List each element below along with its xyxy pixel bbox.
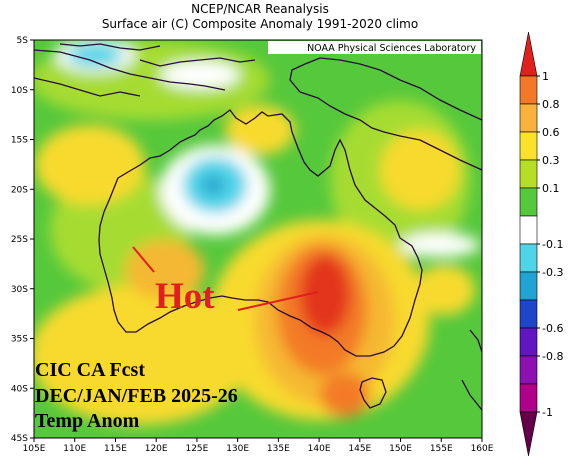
lat-label: 45S [11, 434, 28, 444]
colorbar-label: 0.8 [542, 98, 560, 111]
lat-label: 25S [11, 235, 28, 245]
lon-label: 130E [226, 444, 249, 454]
lon-label: 150E [389, 444, 412, 454]
lon-label: 160E [471, 444, 494, 454]
field-orange-tasmania [320, 373, 370, 417]
coastline-new-guinea [289, 57, 482, 171]
colorbar-bottom-arrow [519, 411, 538, 457]
lat-label: 20S [11, 185, 28, 195]
colorbar-label: -0.3 [542, 266, 563, 279]
latitude-axis: 5S 10S 15S 20S 25S 30S 35S 40S 45S [11, 36, 34, 444]
coastlines [34, 43, 482, 411]
colorbar-label: -1 [542, 406, 553, 419]
field-yellow-top [225, 105, 295, 155]
colorbar-segment [519, 215, 538, 245]
lon-label: 125E [185, 444, 208, 454]
hot-arrow-east [237, 291, 319, 311]
colorbar-segment [519, 243, 538, 273]
coastline-new-zealand [461, 329, 482, 411]
colorbar-segment [519, 75, 538, 105]
lat-label: 5S [17, 36, 29, 46]
colorbar-label: 0.3 [542, 154, 560, 167]
colorbar-segment [519, 383, 538, 413]
field-red-core [300, 255, 350, 335]
colorbar-label: -0.6 [542, 322, 563, 335]
lon-label: 145E [348, 444, 371, 454]
chart-title-line1: NCEP/NCAR Reanalysis [191, 2, 329, 16]
lon-label: 140E [308, 444, 331, 454]
chart-title-line2: Surface air (C) Composite Anomaly 1991-2… [101, 17, 419, 31]
colorbar-label: -0.1 [542, 238, 563, 251]
lat-label: 15S [11, 136, 28, 146]
field-yellow-sw [34, 285, 250, 425]
colorbar-segment [519, 271, 538, 301]
colorbar-label: 1 [542, 70, 549, 83]
colorbar-segment [519, 103, 538, 133]
field-yellow-east [415, 265, 475, 315]
field-teal-spot [201, 175, 225, 195]
credit-box [268, 41, 481, 54]
credit-text: NOAA Physical Sciences Laboratory [307, 43, 476, 54]
coastline-tasmania [359, 377, 387, 409]
colorbar-label: 0.1 [542, 182, 560, 195]
overlay-line-1: CIC CA Fcst [35, 359, 145, 381]
field-gold-west [125, 240, 205, 300]
overlay-line-2: DEC/JAN/FEB 2025-26 [35, 385, 238, 407]
overlay-line-3: Temp Anom [35, 410, 140, 432]
lon-label: 105E [23, 444, 46, 454]
lon-label: 115E [104, 444, 127, 454]
lon-label: 155E [430, 444, 453, 454]
lon-label: 110E [63, 444, 86, 454]
colorbar-label: -0.8 [542, 350, 563, 363]
colorbar-segment [519, 187, 538, 217]
colorbar: 1 0.8 0.6 0.3 0.1 -0.1 -0.3 -0.6 -0.8 -1 [519, 31, 563, 457]
longitude-axis: 105E 110E 115E 120E 125E 130E 135E 140E 145E 150E… [23, 438, 494, 454]
colorbar-segment [519, 299, 538, 329]
lat-label: 30S [11, 285, 28, 295]
lon-label: 120E [145, 444, 168, 454]
field-white-east [400, 233, 480, 257]
field-cyan-north [67, 43, 123, 67]
coastline-australia [98, 109, 423, 357]
forecast-overlay: CIC CA Fcst DEC/JAN/FEB 2025-26 Temp Ano… [35, 359, 238, 432]
hot-arrow-west [132, 246, 155, 273]
hot-label: Hot [155, 276, 215, 317]
lat-label: 10S [11, 86, 28, 96]
colorbar-segment [519, 327, 538, 357]
colorbar-top-arrow [519, 31, 538, 77]
lat-label: 35S [11, 335, 28, 345]
coastline-indonesia [34, 43, 256, 97]
field-white-north2 [160, 61, 240, 89]
lat-label: 40S [11, 384, 28, 394]
colorbar-segment [519, 355, 538, 385]
hot-annotation: Hot [132, 246, 319, 317]
colorbar-segment [519, 131, 538, 161]
anomaly-field: NOAA Physical Sciences Laboratory [34, 40, 482, 438]
field-yellow-ne [380, 130, 460, 210]
lon-label: 135E [267, 444, 290, 454]
colorbar-label: 0.6 [542, 126, 560, 139]
field-yellow-nw [35, 125, 145, 205]
colorbar-segment [519, 159, 538, 189]
